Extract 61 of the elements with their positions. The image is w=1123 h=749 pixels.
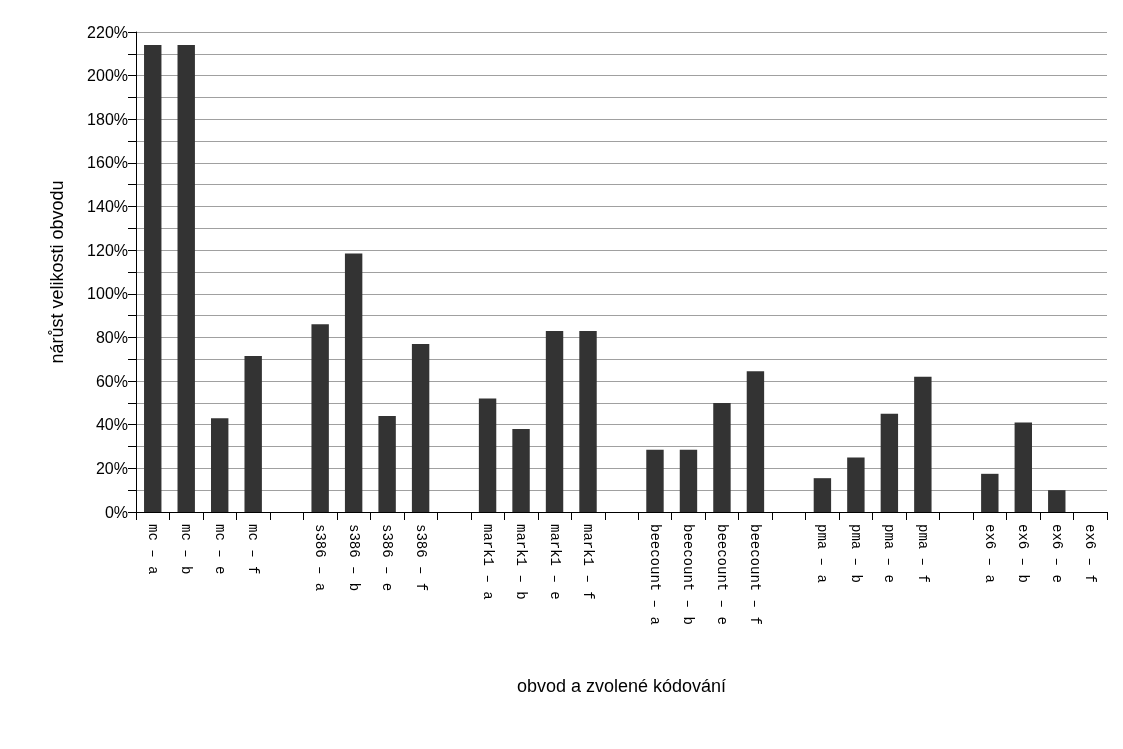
y-tick-label: 80% xyxy=(95,328,128,346)
y-tick-label: 160% xyxy=(87,154,128,172)
y-tick-label: 120% xyxy=(87,241,128,259)
x-tick-label: mark1 – e xyxy=(546,524,563,600)
bar xyxy=(378,416,396,512)
bar xyxy=(679,449,698,512)
x-tick-label: ex6 – e xyxy=(1048,524,1065,583)
y-axis-title: nárůst velikosti obvodu xyxy=(47,180,67,364)
bar xyxy=(311,324,329,512)
bar xyxy=(177,45,195,512)
bar xyxy=(813,478,832,512)
x-tick-label: mc – b xyxy=(178,524,195,575)
x-tick-label: beecount – f xyxy=(747,524,764,625)
y-tick-label: 220% xyxy=(87,23,128,41)
bar xyxy=(746,371,765,512)
bar xyxy=(847,457,865,512)
bar xyxy=(579,330,597,512)
x-tick-label: pma – b xyxy=(847,524,864,583)
x-axis-title: obvod a zvolené kódování xyxy=(516,676,727,696)
bar xyxy=(545,330,564,512)
x-tick-label: s386 – a xyxy=(312,524,329,592)
x-tick-label: mc – f xyxy=(245,524,262,575)
x-tick-label: beecount – b xyxy=(680,524,697,625)
bar xyxy=(914,376,932,512)
y-tick-label: 20% xyxy=(95,459,128,477)
bar xyxy=(478,398,497,512)
x-tick-label: beecount – e xyxy=(713,524,730,625)
x-tick-label: ex6 – f xyxy=(1082,524,1099,583)
x-tick-label: s386 – f xyxy=(412,524,429,592)
bar xyxy=(1014,422,1032,512)
x-tick-label: pma – f xyxy=(914,524,931,583)
y-tick-label: 60% xyxy=(95,372,128,390)
x-tick-label: s386 – b xyxy=(345,524,362,592)
x-tick-label: pma – a xyxy=(814,524,831,583)
bar xyxy=(144,45,162,512)
x-tick-label: mark1 – b xyxy=(513,524,530,600)
bar xyxy=(211,418,229,512)
x-tick-label: s386 – e xyxy=(379,524,396,592)
bar xyxy=(1048,490,1066,512)
bar xyxy=(880,413,899,512)
y-tick-label: 100% xyxy=(87,285,128,303)
bar xyxy=(244,356,262,512)
bar xyxy=(646,449,664,512)
y-tick-label: 40% xyxy=(95,416,128,434)
x-tick-label: mark1 – f xyxy=(580,524,597,600)
y-tick-label: 140% xyxy=(87,198,128,216)
bar xyxy=(512,429,530,512)
x-tick-label: mc – e xyxy=(211,524,228,575)
bar xyxy=(411,344,430,512)
x-tick-label: mark1 – a xyxy=(479,524,496,600)
bar xyxy=(344,253,363,512)
x-tick-label: pma – e xyxy=(881,524,898,583)
x-tick-label: mc – a xyxy=(144,524,161,575)
bar xyxy=(981,473,999,512)
x-tick-label: ex6 – b xyxy=(1015,524,1032,583)
y-tick-label: 180% xyxy=(87,110,128,128)
x-tick-label: beecount – a xyxy=(646,524,663,625)
bar xyxy=(713,402,731,512)
y-tick-label: 200% xyxy=(87,67,128,85)
x-tick-label: ex6 – a xyxy=(981,524,998,583)
y-tick-label: 0% xyxy=(104,503,128,521)
